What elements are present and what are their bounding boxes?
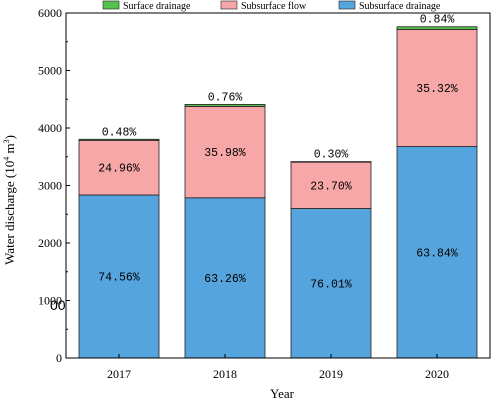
- data-label: 0.76%: [208, 91, 243, 104]
- y-axis-title: Water discharge (104 m3): [2, 135, 17, 265]
- bar-segment: [396, 146, 478, 359]
- y-tick-label: 3000: [38, 179, 62, 193]
- data-label: 0.48%: [102, 126, 137, 139]
- data-label: 24.96%: [98, 163, 140, 176]
- legend-swatch: [102, 0, 120, 10]
- data-label: 0.30%: [314, 149, 349, 162]
- bars: 74.56% 24.96% 0.48% 63.26% 35.98% 0.76% 76.01%…: [78, 14, 478, 359]
- y-axis-title-sup: 4: [2, 157, 11, 161]
- y-axis-title-main: Water discharge (10: [2, 161, 17, 265]
- bar-segment: [184, 104, 266, 107]
- bar-segment: [78, 194, 160, 359]
- bar-segment: [78, 139, 160, 196]
- legend-swatch: [338, 0, 356, 10]
- y-axis-title-end: ): [2, 135, 17, 139]
- y-axis-title-sup2: 3: [2, 139, 11, 143]
- data-label: 35.32%: [416, 83, 458, 96]
- x-tick-label: 2018: [213, 367, 237, 381]
- bar-segment: [290, 208, 372, 359]
- data-label: 23.70%: [310, 180, 352, 193]
- y-tick-label: 5000: [38, 64, 62, 78]
- bar-segment: [396, 29, 478, 147]
- legend-label: Subsurface drainage: [359, 1, 441, 12]
- legend: Surface drainage Subsurface flow Subsurfac…: [102, 0, 441, 12]
- data-label: 35.98%: [204, 147, 246, 160]
- x-tick-label: 2019: [319, 367, 343, 381]
- axes: 0 1000 2000 3000 4000 5000 6000 2017 2018 2019 202…: [38, 6, 491, 381]
- y-tick-label: 1000: [38, 294, 62, 308]
- y-tick-label: 4000: [38, 121, 62, 135]
- x-axis-title: Year: [270, 386, 295, 401]
- bar-segment: [290, 161, 372, 209]
- x-tick-label: 2020: [425, 367, 449, 381]
- y-tick-label: 6000: [38, 6, 62, 20]
- bar-segment: [184, 105, 266, 199]
- data-label: 76.01%: [310, 278, 352, 291]
- data-label: 63.26%: [204, 273, 246, 286]
- data-label: 74.56%: [98, 271, 140, 284]
- data-label: 0.84%: [420, 14, 455, 27]
- legend-label: Subsurface flow: [241, 1, 307, 12]
- bar-segment: [396, 26, 478, 30]
- bar-segment: [78, 138, 160, 141]
- x-tick-label: 2017: [107, 367, 131, 381]
- data-label: 63.84%: [416, 247, 458, 260]
- y-tick-label: 2000: [38, 236, 62, 250]
- y-axis-title-tail: m: [2, 143, 17, 156]
- y-tick-label: 0: [56, 351, 62, 365]
- legend-label: Surface drainage: [123, 1, 191, 12]
- stray-label: 00: [50, 297, 66, 313]
- bar-segment: [290, 161, 372, 163]
- legend-swatch: [220, 0, 238, 10]
